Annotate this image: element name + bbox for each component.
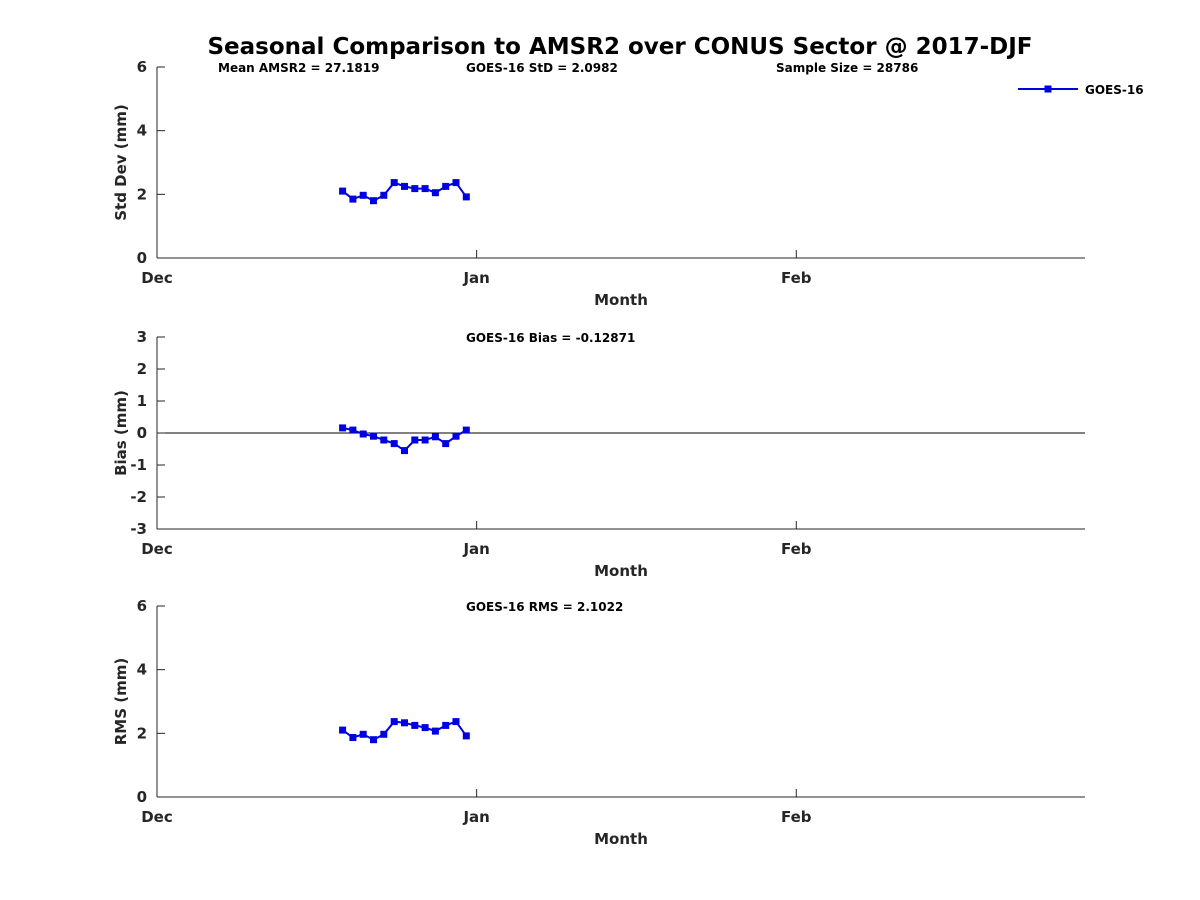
data-point xyxy=(431,433,439,441)
data-point xyxy=(452,179,460,187)
y-tick-label: -2 xyxy=(130,488,147,506)
data-point xyxy=(431,727,439,735)
y-axis-label: Std Dev (mm) xyxy=(112,104,130,221)
data-point xyxy=(339,187,347,195)
stat-annotation: Sample Size = 28786 xyxy=(776,61,918,75)
y-tick-label: 6 xyxy=(137,597,147,615)
data-point xyxy=(349,734,357,741)
data-point xyxy=(411,721,419,729)
subplot-bias: -3 -2 -1 0 1 2 3 Dec Jan Feb Month Bias (mm) GOES-16… xyxy=(112,328,1085,580)
data-point xyxy=(452,432,460,440)
x-axis-label: Month xyxy=(594,562,648,580)
y-tick-label: 0 xyxy=(137,424,147,442)
x-tick-label: Dec xyxy=(141,540,173,558)
x-tick-label: Feb xyxy=(781,269,812,287)
data-point xyxy=(442,440,450,448)
data-point xyxy=(370,197,377,205)
data-point xyxy=(349,195,357,203)
x-tick-label: Feb xyxy=(781,808,812,826)
data-point xyxy=(462,732,470,740)
y-tick-label: 1 xyxy=(137,392,147,410)
x-tick-label: Jan xyxy=(462,808,489,826)
y-tick-label: 2 xyxy=(137,360,147,378)
data-point xyxy=(401,182,408,190)
stat-annotation: Mean AMSR2 = 27.1819 xyxy=(218,61,379,75)
x-tick-label: Feb xyxy=(781,540,812,558)
data-point xyxy=(349,426,357,434)
subplot-rms: 0 2 4 6 Dec Jan Feb Month RMS (mm) GOES-16 RMS = … xyxy=(112,597,1085,848)
data-point xyxy=(380,436,388,444)
data-point xyxy=(390,179,398,187)
data-point xyxy=(442,182,450,190)
y-axis-label: Bias (mm) xyxy=(112,390,130,476)
data-point xyxy=(411,436,419,444)
subplot-std: 0 2 4 6 Dec Jan Feb Month Std Dev (mm) Mean AMSR2… xyxy=(112,58,1085,309)
x-tick-label: Jan xyxy=(462,540,489,558)
data-point xyxy=(380,191,388,199)
data-point xyxy=(339,726,347,734)
data-point xyxy=(411,185,419,193)
subplots: 0 2 4 6 Dec Jan Feb Month Std Dev (mm) Mean AMSR2… xyxy=(112,58,1085,848)
y-axis-label: RMS (mm) xyxy=(112,658,130,745)
y-tick-label: 3 xyxy=(137,328,147,346)
data-point xyxy=(390,718,398,726)
data-point xyxy=(401,447,408,455)
y-tick-label: 2 xyxy=(137,724,147,742)
data-point xyxy=(380,730,388,738)
legend: GOES-16 xyxy=(1018,83,1144,97)
data-point xyxy=(359,730,367,738)
data-point xyxy=(442,721,450,729)
y-tick-label: 6 xyxy=(137,58,147,76)
y-tick-label: -1 xyxy=(130,456,147,474)
x-axis-label: Month xyxy=(594,291,648,309)
data-point xyxy=(359,191,367,199)
y-tick-label: 2 xyxy=(137,185,147,203)
data-point xyxy=(421,436,429,444)
data-point xyxy=(431,189,439,197)
x-axis-label: Month xyxy=(594,830,648,848)
data-point xyxy=(421,185,429,193)
data-point xyxy=(370,432,377,440)
chart-title: Seasonal Comparison to AMSR2 over CONUS … xyxy=(207,34,1032,60)
legend-entry-label: GOES-16 xyxy=(1085,83,1144,97)
y-tick-label: 4 xyxy=(137,661,147,679)
data-point xyxy=(452,718,460,726)
data-point xyxy=(401,719,408,727)
data-point xyxy=(462,426,470,434)
data-point xyxy=(462,193,470,201)
y-tick-label: 4 xyxy=(137,122,147,140)
x-tick-label: Dec xyxy=(141,808,173,826)
data-point xyxy=(390,440,398,448)
stat-annotation: GOES-16 RMS = 2.1022 xyxy=(466,600,623,614)
data-point xyxy=(359,430,367,438)
x-tick-label: Jan xyxy=(462,269,489,287)
stat-annotation: GOES-16 Bias = -0.12871 xyxy=(466,331,635,345)
data-point xyxy=(421,724,429,732)
x-tick-label: Dec xyxy=(141,269,173,287)
y-tick-label: -3 xyxy=(130,520,147,538)
legend-marker-sample xyxy=(1044,85,1052,93)
stat-annotation: GOES-16 StD = 2.0982 xyxy=(466,61,618,75)
data-point xyxy=(370,736,377,744)
y-tick-label: 0 xyxy=(137,788,147,806)
data-point xyxy=(339,424,347,432)
y-tick-label: 0 xyxy=(137,249,147,267)
